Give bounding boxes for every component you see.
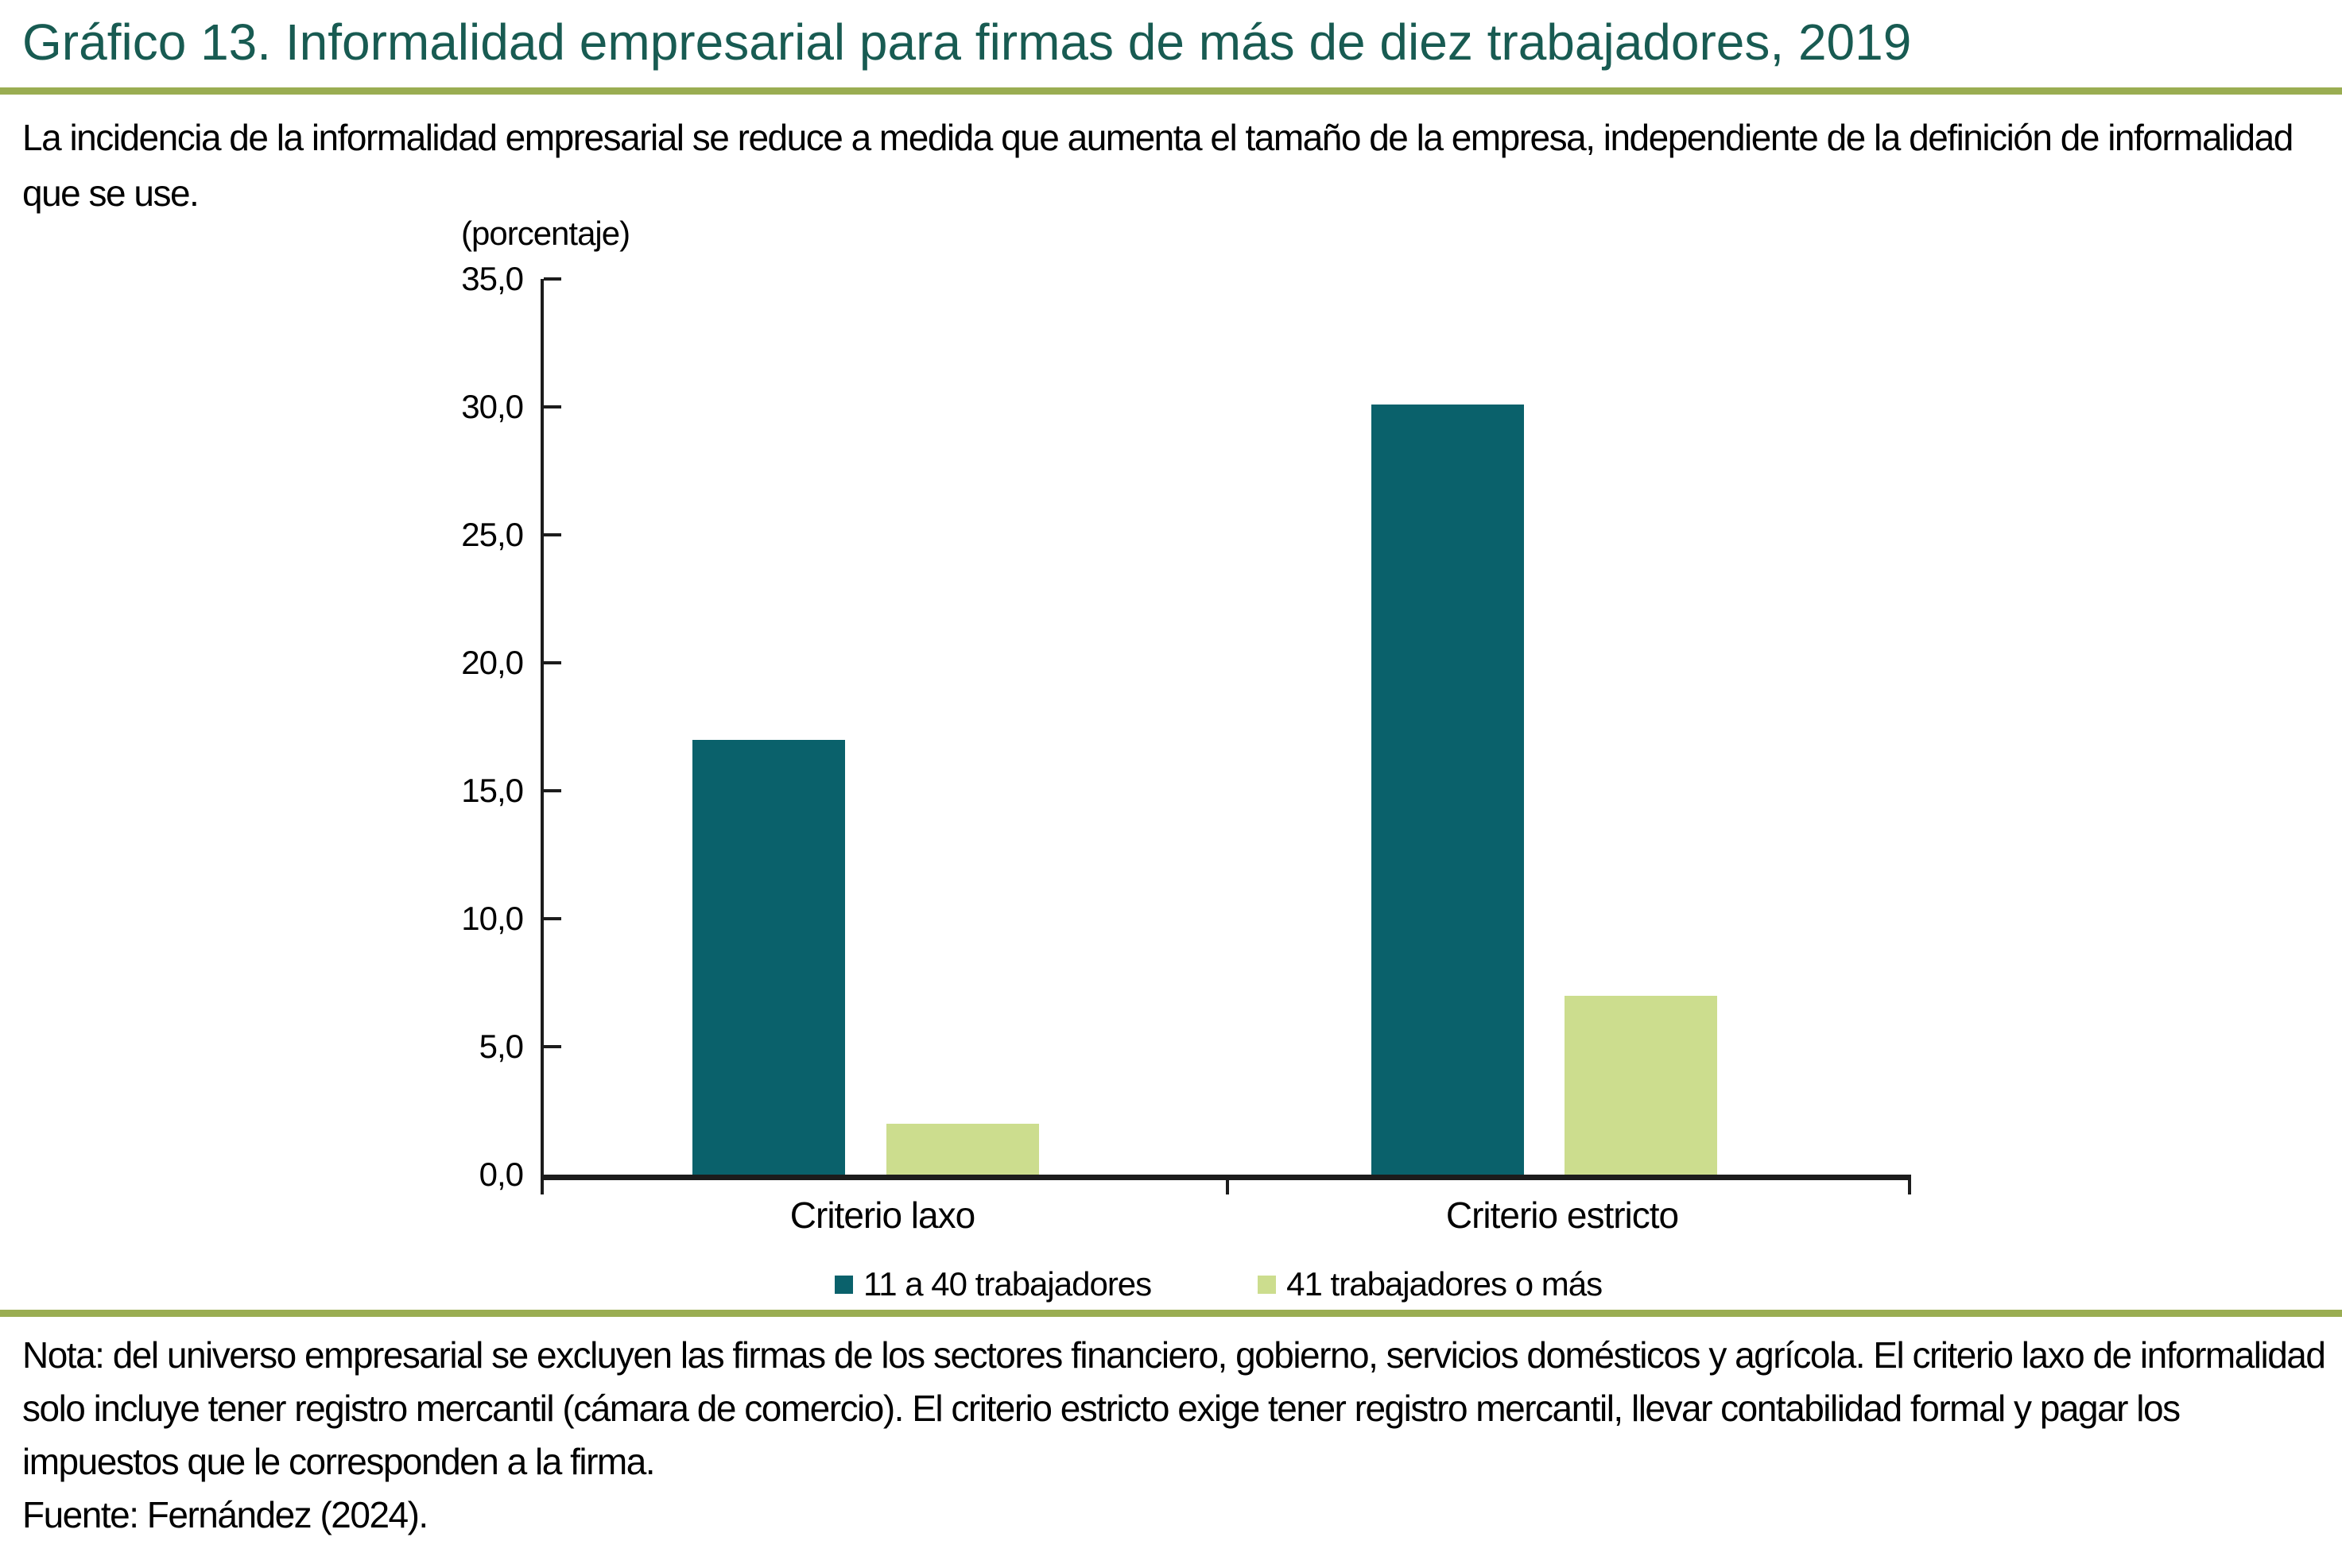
y-tick-mark <box>544 789 561 792</box>
bar-criterio-estricto-41mas <box>1565 995 1717 1175</box>
y-tick-label: 35,0 <box>461 260 524 297</box>
legend-swatch-41mas <box>1258 1275 1277 1294</box>
x-axis-line <box>541 1175 1911 1180</box>
y-tick-mark <box>544 1045 561 1048</box>
note-text: Nota: del universo empresarial se excluy… <box>22 1334 2326 1482</box>
footnote: Nota: del universo empresarial se excluy… <box>22 1329 2332 1542</box>
x-axis-tick-right <box>1908 1180 1911 1194</box>
chart-legend: 11 a 40 trabajadores 41 trabajadores o m… <box>835 1265 1603 1303</box>
legend-label-41mas: 41 trabajadores o más <box>1286 1265 1603 1303</box>
footer-divider-rule <box>0 1310 2342 1317</box>
source-text: Fuente: Fernández (2024). <box>22 1494 428 1535</box>
legend-swatch-11a40 <box>835 1275 853 1294</box>
y-tick-mark <box>544 405 561 408</box>
y-tick-mark <box>544 917 561 920</box>
plot-area: 0,0 5,0 10,0 15,0 20,0 25,0 30,0 35,0 <box>461 262 1911 1194</box>
y-tick-label: 25,0 <box>461 516 524 553</box>
chart-subtitle: La incidencia de la informalidad empresa… <box>22 117 2294 214</box>
y-tick-label: 20,0 <box>461 644 524 681</box>
y-tick-label: 0,0 <box>479 1156 524 1193</box>
x-axis-tick-left <box>541 1180 544 1194</box>
chart-title: Gráfico 13. Informalidad empresarial par… <box>22 14 1912 71</box>
y-tick-mark <box>544 533 561 536</box>
bar-criterio-estricto-11a40 <box>1371 404 1524 1175</box>
bar-criterio-laxo-41mas <box>886 1123 1039 1175</box>
x-axis-tick-middle <box>1226 1180 1229 1194</box>
legend-label-11a40: 11 a 40 trabajadores <box>863 1265 1152 1303</box>
bar-criterio-laxo-11a40 <box>692 739 845 1175</box>
y-tick-mark <box>544 277 561 281</box>
y-tick-label: 10,0 <box>461 900 524 937</box>
legend-item-41mas: 41 trabajadores o más <box>1258 1265 1603 1303</box>
y-axis-unit-label: (porcentaje) <box>461 215 630 252</box>
y-tick-label: 30,0 <box>461 388 524 425</box>
y-tick-label: 15,0 <box>461 772 524 809</box>
legend-item-11a40: 11 a 40 trabajadores <box>835 1265 1152 1303</box>
y-tick-mark <box>544 661 561 664</box>
y-tick-label: 5,0 <box>479 1028 524 1065</box>
category-label-criterio-estricto: Criterio estricto <box>1445 1194 1679 1236</box>
category-label-criterio-laxo: Criterio laxo <box>789 1194 975 1236</box>
title-divider-rule <box>0 87 2342 95</box>
